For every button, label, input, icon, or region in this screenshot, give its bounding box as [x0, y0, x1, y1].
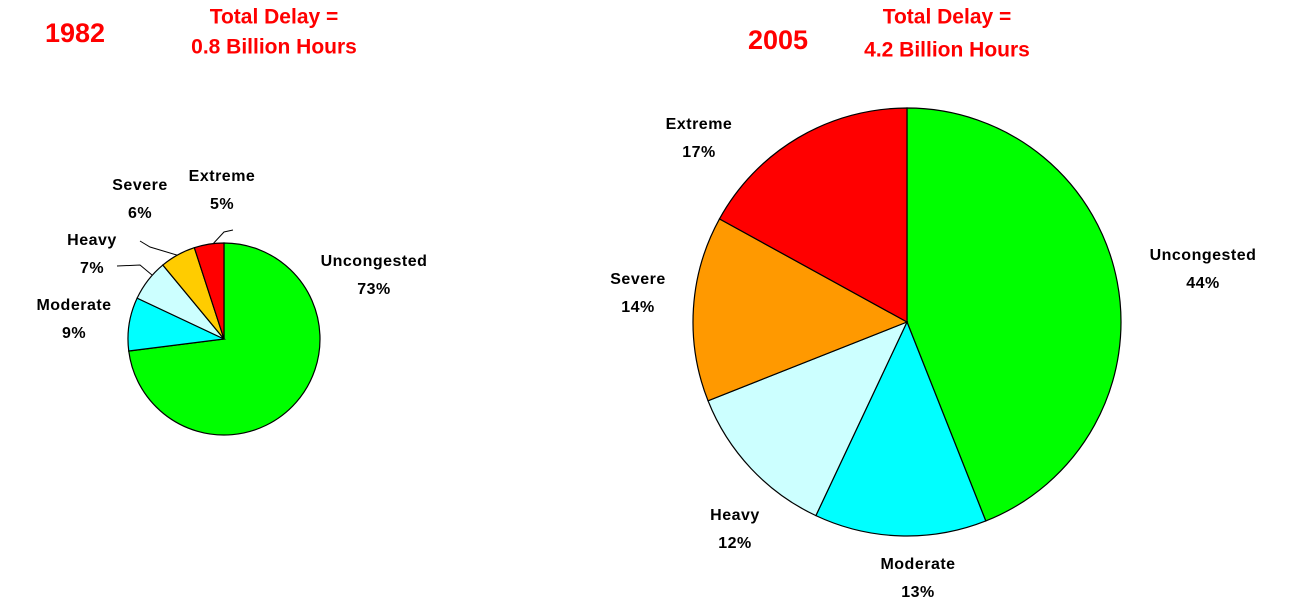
slice-value-label: 13%: [901, 584, 935, 601]
slice-label: Moderate: [880, 556, 955, 573]
chart-subtitle: Total Delay =: [210, 6, 339, 29]
chart-title: 2005: [748, 25, 808, 55]
slice-value-label: 5%: [210, 196, 234, 213]
pie-slice: [815, 320, 987, 537]
leader-line: [210, 229, 234, 247]
slice-value-label: 73%: [357, 281, 391, 298]
slice-value-label: 44%: [1186, 275, 1220, 292]
slice-label: Severe: [610, 271, 666, 288]
slice-label: Heavy: [67, 232, 117, 249]
slice-value-label: 14%: [621, 299, 655, 316]
slice-value-label: 12%: [718, 535, 752, 552]
pie-slice: [906, 107, 1122, 522]
leader-line: [116, 264, 153, 276]
slice-label: Extreme: [666, 116, 733, 133]
slice-value-label: 7%: [80, 260, 104, 277]
chart-subtitle: 0.8 Billion Hours: [191, 36, 357, 59]
slice-value-label: 6%: [128, 205, 152, 222]
chart-title: 1982: [45, 18, 105, 48]
slice-label: Severe: [112, 177, 168, 194]
slice-value-label: 17%: [682, 144, 716, 161]
pie-slice: [692, 218, 909, 402]
slice-label: Moderate: [36, 297, 111, 314]
pie-slice: [707, 320, 909, 517]
chart-subtitle: 4.2 Billion Hours: [864, 39, 1030, 62]
slice-label: Heavy: [710, 507, 760, 524]
slice-value-label: 9%: [62, 325, 86, 342]
pie-slice: [718, 107, 908, 324]
leader-line: [139, 240, 181, 257]
pie-slice: [193, 242, 225, 340]
slice-label: Extreme: [189, 168, 256, 185]
chart-subtitle: Total Delay =: [883, 6, 1012, 29]
slice-label: Uncongested: [1150, 247, 1257, 264]
slice-label: Uncongested: [321, 253, 428, 270]
